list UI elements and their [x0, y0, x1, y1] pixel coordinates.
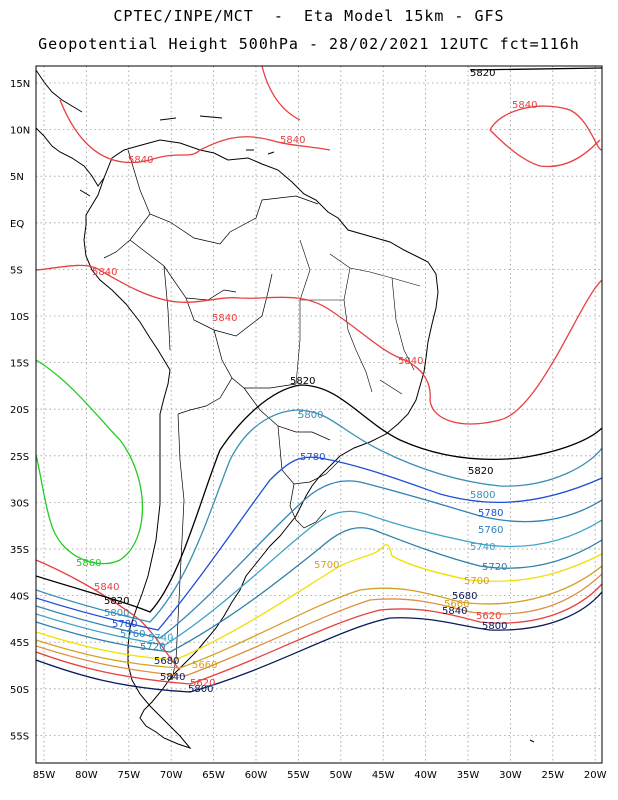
- contour-labels: 5820 5820 5820 5820 5840 5840 5840 5840 …: [76, 68, 537, 695]
- label-5620: 5620: [476, 611, 501, 622]
- lat-tick-label: 5N: [10, 172, 24, 183]
- lon-tick-label: 50W: [329, 770, 352, 781]
- label-5800: 5800: [482, 621, 507, 632]
- lat-tick-label: 55S: [10, 731, 29, 742]
- lat-tick-label: 15N: [10, 79, 30, 90]
- contour-5860: [36, 359, 144, 565]
- label-5820: 5820: [290, 376, 315, 387]
- contour-5760: [36, 480, 602, 639]
- contour-5600: [36, 591, 602, 693]
- contour-5780: [36, 456, 602, 631]
- label-5760: 5760: [120, 629, 145, 640]
- land-outlines: [36, 69, 535, 750]
- lon-tick-label: 25W: [541, 770, 564, 781]
- contour-5840-atl: [489, 105, 602, 168]
- label-5860: 5860: [76, 558, 101, 569]
- label-5780: 5780: [478, 508, 503, 519]
- contour-5700: [36, 544, 602, 661]
- label-5680: 5680: [452, 591, 477, 602]
- lon-tick-label: 45W: [372, 770, 395, 781]
- lon-tick-label: 20W: [584, 770, 607, 781]
- label-5840: 5840: [94, 582, 119, 593]
- contour-5840-carib: [59, 66, 331, 164]
- label-5700: 5700: [464, 576, 489, 587]
- label-5840: 5840: [92, 267, 117, 278]
- lat-tick-label: 5S: [10, 265, 23, 276]
- label-5820: 5820: [470, 68, 495, 79]
- label-5800: 5800: [188, 684, 213, 695]
- map-frame: [35, 65, 603, 764]
- label-5840: 5840: [512, 100, 537, 111]
- lon-tick-label: 35W: [457, 770, 480, 781]
- lat-tick-label: 30S: [10, 498, 29, 509]
- label-5840: 5840: [212, 313, 237, 324]
- contour-5680: [36, 565, 602, 669]
- lat-tick-label: 50S: [10, 685, 29, 696]
- label-5800: 5800: [104, 608, 129, 619]
- brazil-states: [295, 239, 421, 395]
- islands: [159, 115, 535, 743]
- title-line-2: Geopotential Height 500hPa - 28/02/2021 …: [38, 35, 580, 53]
- lat-tick-label: 10N: [10, 126, 30, 137]
- label-5820: 5820: [468, 466, 493, 477]
- lon-tick-label: 60W: [245, 770, 268, 781]
- contour-5740: [36, 510, 602, 646]
- lat-tick-label: 40S: [10, 592, 29, 603]
- label-5700: 5700: [314, 560, 339, 571]
- lat-tick-label: EQ: [10, 219, 24, 230]
- label-5760: 5760: [478, 525, 503, 536]
- label-5800: 5800: [470, 490, 495, 501]
- label-5780: 5780: [112, 619, 137, 630]
- lon-tick-label: 75W: [117, 770, 140, 781]
- lat-tick-label: 25S: [10, 452, 29, 463]
- label-5660: 5660: [192, 660, 217, 671]
- label-5800: 5800: [298, 410, 323, 421]
- lon-tick-label: 70W: [160, 770, 183, 781]
- contour-5800: [36, 409, 602, 623]
- label-5620: 5620: [190, 678, 215, 689]
- contour-5720: [36, 527, 602, 653]
- label-5840: 5840: [160, 672, 185, 683]
- south-america-coast: [83, 139, 439, 750]
- label-5840: 5840: [442, 606, 467, 617]
- lon-tick-label: 65W: [202, 770, 225, 781]
- lon-tick-label: 30W: [499, 770, 522, 781]
- central-america: [36, 69, 105, 197]
- label-5720: 5720: [482, 562, 507, 573]
- contour-lines: [36, 66, 602, 693]
- country-borders: [103, 149, 341, 681]
- label-5840: 5840: [128, 155, 153, 166]
- lat-tick-label: 10S: [10, 312, 29, 323]
- longitude-axis: 85W 80W 75W 70W 65W 60W 55W 50W 45W 40W 35W 30W 25W 2…: [33, 770, 607, 781]
- label-5660: 5660: [444, 599, 469, 610]
- label-5840: 5840: [398, 356, 423, 367]
- contour-5820: [36, 67, 602, 613]
- contour-5840-north: [36, 264, 602, 425]
- label-5840: 5840: [280, 135, 305, 146]
- title-line-1: CPTEC/INPE/MCT - Eta Model 15km - GFS: [113, 7, 505, 25]
- label-5720: 5720: [140, 642, 165, 653]
- contour-5660: [36, 573, 602, 677]
- contour-5620: [36, 583, 602, 685]
- label-5740: 5740: [470, 542, 495, 553]
- lon-tick-label: 80W: [75, 770, 98, 781]
- lat-tick-label: 35S: [10, 545, 29, 556]
- label-5780: 5780: [300, 452, 325, 463]
- label-5740: 5740: [148, 633, 173, 644]
- lon-tick-label: 85W: [33, 770, 56, 781]
- lat-tick-label: 15S: [10, 359, 29, 370]
- label-5820: 5820: [104, 596, 129, 607]
- latitude-axis: 15N 10N 5N EQ 5S 10S 15S 20S 25S 30S 35S 40S 45S 50S 5…: [10, 79, 30, 742]
- label-5680: 5680: [154, 656, 179, 667]
- lon-tick-label: 40W: [414, 770, 437, 781]
- lon-tick-label: 55W: [287, 770, 310, 781]
- lat-tick-label: 45S: [10, 638, 29, 649]
- lat-tick-label: 20S: [10, 405, 29, 416]
